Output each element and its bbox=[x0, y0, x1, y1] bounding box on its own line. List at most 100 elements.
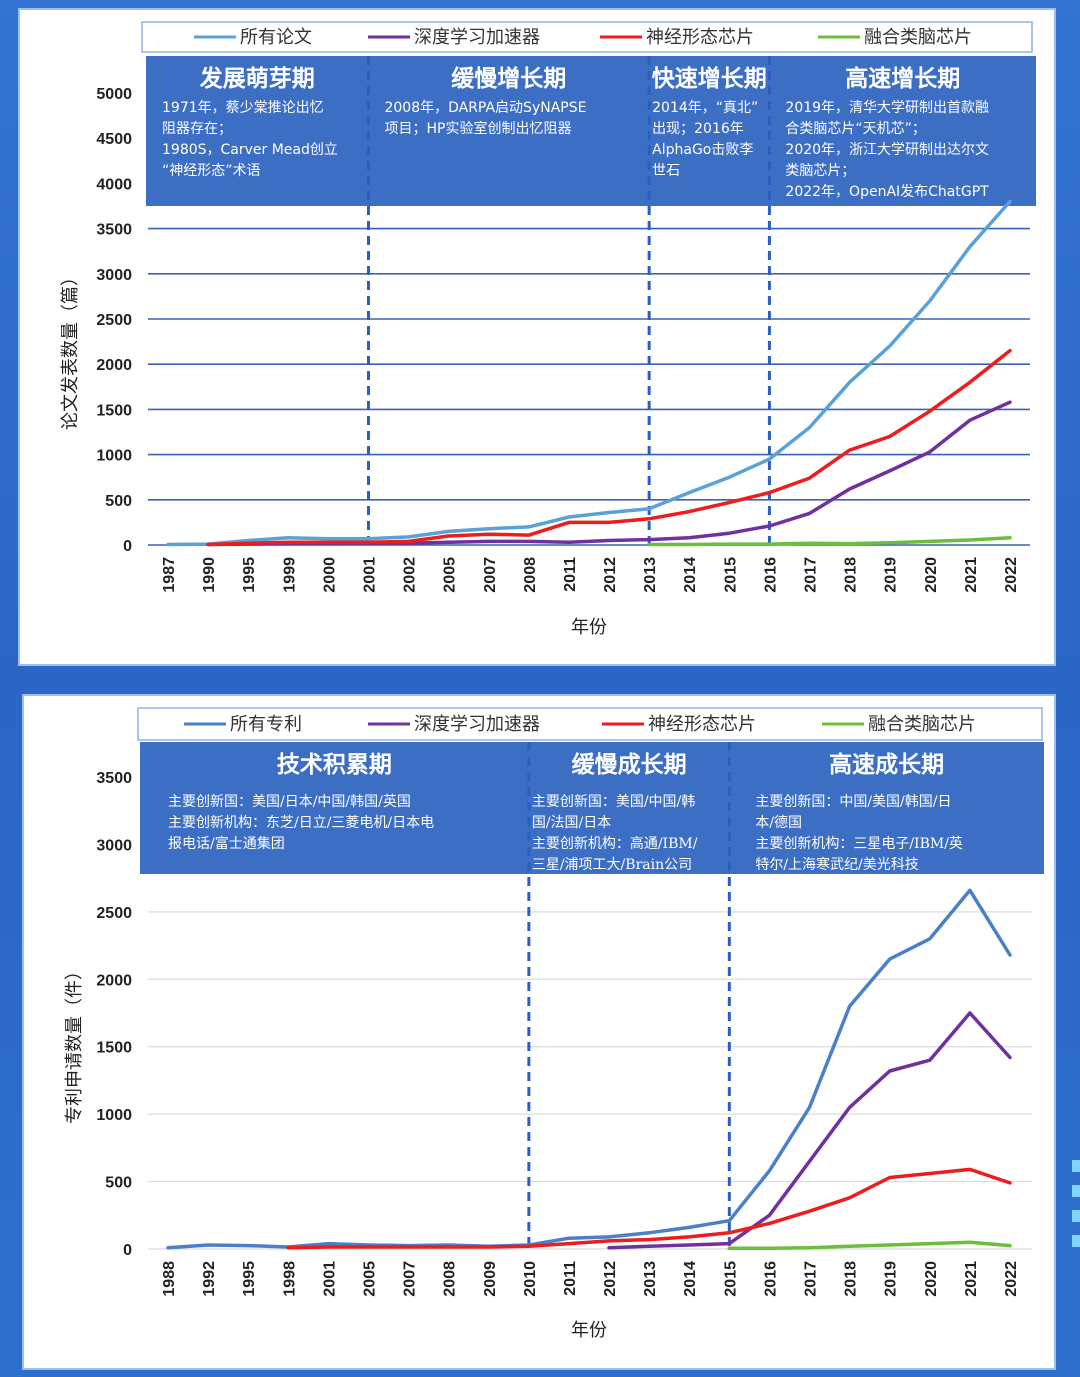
phase-description: 特尔/上海寒武纪/美光科技 bbox=[755, 856, 918, 873]
x-tick-label: 2018 bbox=[843, 557, 860, 593]
phase-description: AlphaGo击败李 bbox=[652, 142, 753, 158]
y-tick-label: 3500 bbox=[96, 222, 132, 239]
x-tick-label: 2022 bbox=[1003, 557, 1020, 593]
phase-description: 世石 bbox=[652, 163, 680, 179]
y-tick-label: 0 bbox=[123, 538, 132, 555]
x-tick-label: 2018 bbox=[843, 1261, 860, 1297]
y-tick-label: 4500 bbox=[96, 131, 132, 148]
phase-title: 高速成长期 bbox=[829, 751, 944, 778]
series-line-融合类脑芯片 bbox=[647, 536, 1012, 547]
decor-mark bbox=[1072, 1185, 1080, 1197]
y-tick-label: 0 bbox=[123, 1242, 132, 1259]
legend-label: 所有论文 bbox=[240, 27, 312, 48]
phase-description: 主要创新机构：高通/IBM/ bbox=[532, 835, 698, 852]
y-tick-label: 3000 bbox=[96, 837, 132, 854]
phase-description: 三星/浦项工大/Brain公司 bbox=[532, 857, 692, 873]
x-tick-label: 2011 bbox=[562, 1261, 579, 1296]
phase-description: 主要创新国：中国/美国/韩国/日 bbox=[755, 794, 951, 810]
y-axis-title: 论文发表数量（篇） bbox=[60, 268, 81, 430]
x-tick-label: 2020 bbox=[923, 1261, 940, 1297]
phase-description: “神经形态”术语 bbox=[162, 163, 261, 179]
x-axis-title: 年份 bbox=[571, 1320, 607, 1341]
phase-banner bbox=[146, 56, 1036, 206]
x-tick-label: 2013 bbox=[642, 557, 659, 593]
phase-description: 国/法国/日本 bbox=[532, 815, 611, 831]
x-tick-label: 1999 bbox=[281, 557, 298, 593]
legend-box bbox=[137, 707, 1043, 741]
phase-description: 报电话/富士通集团 bbox=[168, 835, 285, 852]
legend-label: 所有专利 bbox=[230, 714, 302, 735]
y-tick-label: 500 bbox=[105, 1175, 132, 1192]
y-tick-label: 5000 bbox=[96, 86, 132, 103]
x-tick-label: 2007 bbox=[482, 557, 499, 593]
y-tick-label: 1500 bbox=[96, 402, 132, 419]
x-tick-label: 2000 bbox=[321, 557, 338, 593]
phase-description: 阻器存在； bbox=[162, 121, 232, 137]
y-tick-label: 500 bbox=[105, 493, 132, 510]
series-line-神经形态芯片 bbox=[206, 348, 1012, 547]
series-line-所有专利 bbox=[166, 888, 1012, 1250]
phase-title: 快速增长期 bbox=[652, 65, 767, 92]
x-tick-label: 1992 bbox=[201, 1261, 218, 1297]
x-tick-label: 2015 bbox=[722, 1261, 739, 1297]
legend-label: 深度学习加速器 bbox=[414, 714, 540, 735]
decor-mark bbox=[1072, 1210, 1080, 1222]
x-tick-label: 2009 bbox=[482, 1261, 499, 1297]
x-tick-label: 2013 bbox=[642, 1261, 659, 1297]
x-tick-label: 2016 bbox=[762, 557, 779, 593]
x-tick-label: 1995 bbox=[241, 1261, 258, 1297]
y-tick-label: 2500 bbox=[96, 312, 132, 329]
x-tick-label: 2019 bbox=[883, 1261, 900, 1297]
x-tick-label: 1995 bbox=[241, 557, 258, 593]
y-tick-label: 2000 bbox=[96, 972, 132, 989]
x-tick-label: 2019 bbox=[883, 557, 900, 593]
phase-title: 高速增长期 bbox=[845, 65, 960, 92]
x-tick-label: 2001 bbox=[361, 557, 378, 593]
patent-chart: 所有专利 深度学习加速器 神经形态芯片 融合类脑芯片 0 500 1000 1500 2000 2… bbox=[64, 707, 1044, 1341]
x-axis-title: 年份 bbox=[571, 617, 607, 638]
phase-description: 主要创新国：美国/中国/韩 bbox=[532, 794, 695, 810]
x-tick-label: 2011 bbox=[562, 557, 579, 592]
y-tick-label: 1000 bbox=[96, 1107, 132, 1124]
x-tick-label: 2022 bbox=[1003, 1261, 1020, 1297]
y-tick-label: 3000 bbox=[96, 267, 132, 284]
x-tick-label: 1990 bbox=[201, 557, 218, 593]
x-tick-label: 2014 bbox=[682, 1261, 699, 1297]
phase-description: 本/德国 bbox=[755, 815, 802, 831]
decor-mark bbox=[1072, 1160, 1080, 1172]
x-tick-label: 2014 bbox=[682, 557, 699, 593]
phase-description: 2020年，浙江大学研制出达尔文 bbox=[785, 142, 989, 158]
phase-title: 技术积累期 bbox=[277, 752, 392, 778]
y-tick-label: 4000 bbox=[96, 176, 132, 193]
series-line-融合类脑芯片 bbox=[727, 1240, 1012, 1251]
series-line-所有论文 bbox=[166, 199, 1012, 547]
phase-description: 主要创新机构：东芝/日立/三菱电机/日本电 bbox=[168, 815, 434, 831]
legend-label: 深度学习加速器 bbox=[414, 27, 540, 48]
x-tick-label: 2020 bbox=[923, 557, 940, 593]
x-tick-label: 2017 bbox=[803, 557, 820, 593]
x-tick-label: 2017 bbox=[803, 1261, 820, 1297]
phase-title: 发展萌芽期 bbox=[199, 65, 315, 92]
x-tick-label: 2005 bbox=[361, 1261, 378, 1297]
x-tick-label: 2008 bbox=[442, 1261, 459, 1297]
x-tick-label: 2007 bbox=[402, 1261, 419, 1297]
legend-label: 神经形态芯片 bbox=[646, 27, 754, 48]
phase-description: 2008年，DARPA启动SyNAPSE bbox=[384, 100, 586, 116]
x-tick-label: 2015 bbox=[722, 557, 739, 593]
x-tick-label: 1987 bbox=[161, 557, 178, 593]
x-tick-label: 1998 bbox=[281, 1261, 298, 1297]
legend-box bbox=[141, 21, 1033, 53]
phase-description: 1971年，蔡少棠推论出忆 bbox=[162, 100, 324, 116]
paper-chart-panel: 所有论文 深度学习加速器 神经形态芯片 融合类脑芯片 0 500 1000 1500 2000 2… bbox=[18, 8, 1056, 666]
legend-label: 神经形态芯片 bbox=[648, 714, 756, 735]
x-tick-label: 2016 bbox=[762, 1261, 779, 1297]
patent-chart-panel: 所有专利 深度学习加速器 神经形态芯片 融合类脑芯片 0 500 1000 1500 2000 2… bbox=[22, 694, 1056, 1370]
y-tick-label: 3500 bbox=[96, 770, 132, 787]
phase-description: 2022年，OpenAI发布ChatGPT bbox=[785, 184, 989, 200]
x-tick-label: 2012 bbox=[602, 1261, 619, 1297]
x-tick-label: 2008 bbox=[522, 557, 539, 593]
x-tick-label: 2001 bbox=[321, 1261, 338, 1297]
phase-description: 出现；2016年 bbox=[652, 121, 744, 137]
phase-description: 合类脑芯片“天机芯”； bbox=[785, 121, 926, 137]
series-line-神经形态芯片 bbox=[286, 1167, 1012, 1250]
